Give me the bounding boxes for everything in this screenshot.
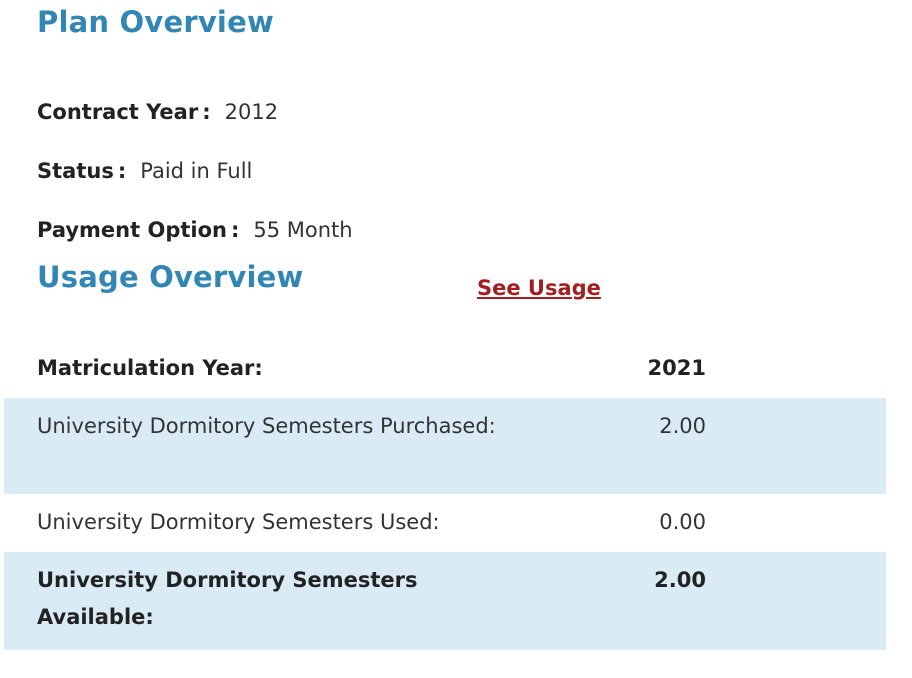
table-row: University Dormitory Semesters Available… <box>4 552 886 650</box>
plan-overview-title: Plan Overview <box>37 5 274 39</box>
semesters-available-label: University Dormitory Semesters Available… <box>37 568 418 629</box>
payment-option-label: Payment Option <box>37 218 227 242</box>
matriculation-year-label: Matriculation Year: <box>37 356 263 380</box>
semesters-purchased-label: University Dormitory Semesters Purchased… <box>37 414 496 438</box>
status-value: Paid in Full <box>140 159 253 183</box>
status-separator: : <box>117 159 127 183</box>
table-row: University Dormitory Semesters Purchased… <box>4 398 886 494</box>
usage-table: Matriculation Year: 2021 University Dorm… <box>4 340 886 650</box>
payment-option-value: 55 Month <box>253 218 353 242</box>
semesters-available-value: 2.00 <box>654 568 706 592</box>
status-field: Status: Paid in Full <box>37 157 252 185</box>
status-label: Status <box>37 159 114 183</box>
usage-table-header-row: Matriculation Year: 2021 <box>4 340 886 398</box>
contract-year-separator: : <box>202 100 211 124</box>
payment-option-separator: : <box>230 218 240 242</box>
semesters-used-value: 0.00 <box>659 510 706 534</box>
semesters-purchased-value: 2.00 <box>659 414 706 438</box>
payment-option-field: Payment Option:55 Month <box>37 216 353 244</box>
contract-year-label: Contract Year <box>37 100 199 124</box>
semesters-used-label: University Dormitory Semesters Used: <box>37 510 440 534</box>
usage-overview-title: Usage Overview <box>37 260 304 294</box>
table-row: University Dormitory Semesters Used: 0.0… <box>4 494 886 552</box>
contract-year-value: 2012 <box>224 100 279 124</box>
see-usage-link[interactable]: See Usage <box>477 276 601 300</box>
contract-year-field: Contract Year:2012 <box>37 98 278 126</box>
matriculation-year-value: 2021 <box>647 356 706 380</box>
